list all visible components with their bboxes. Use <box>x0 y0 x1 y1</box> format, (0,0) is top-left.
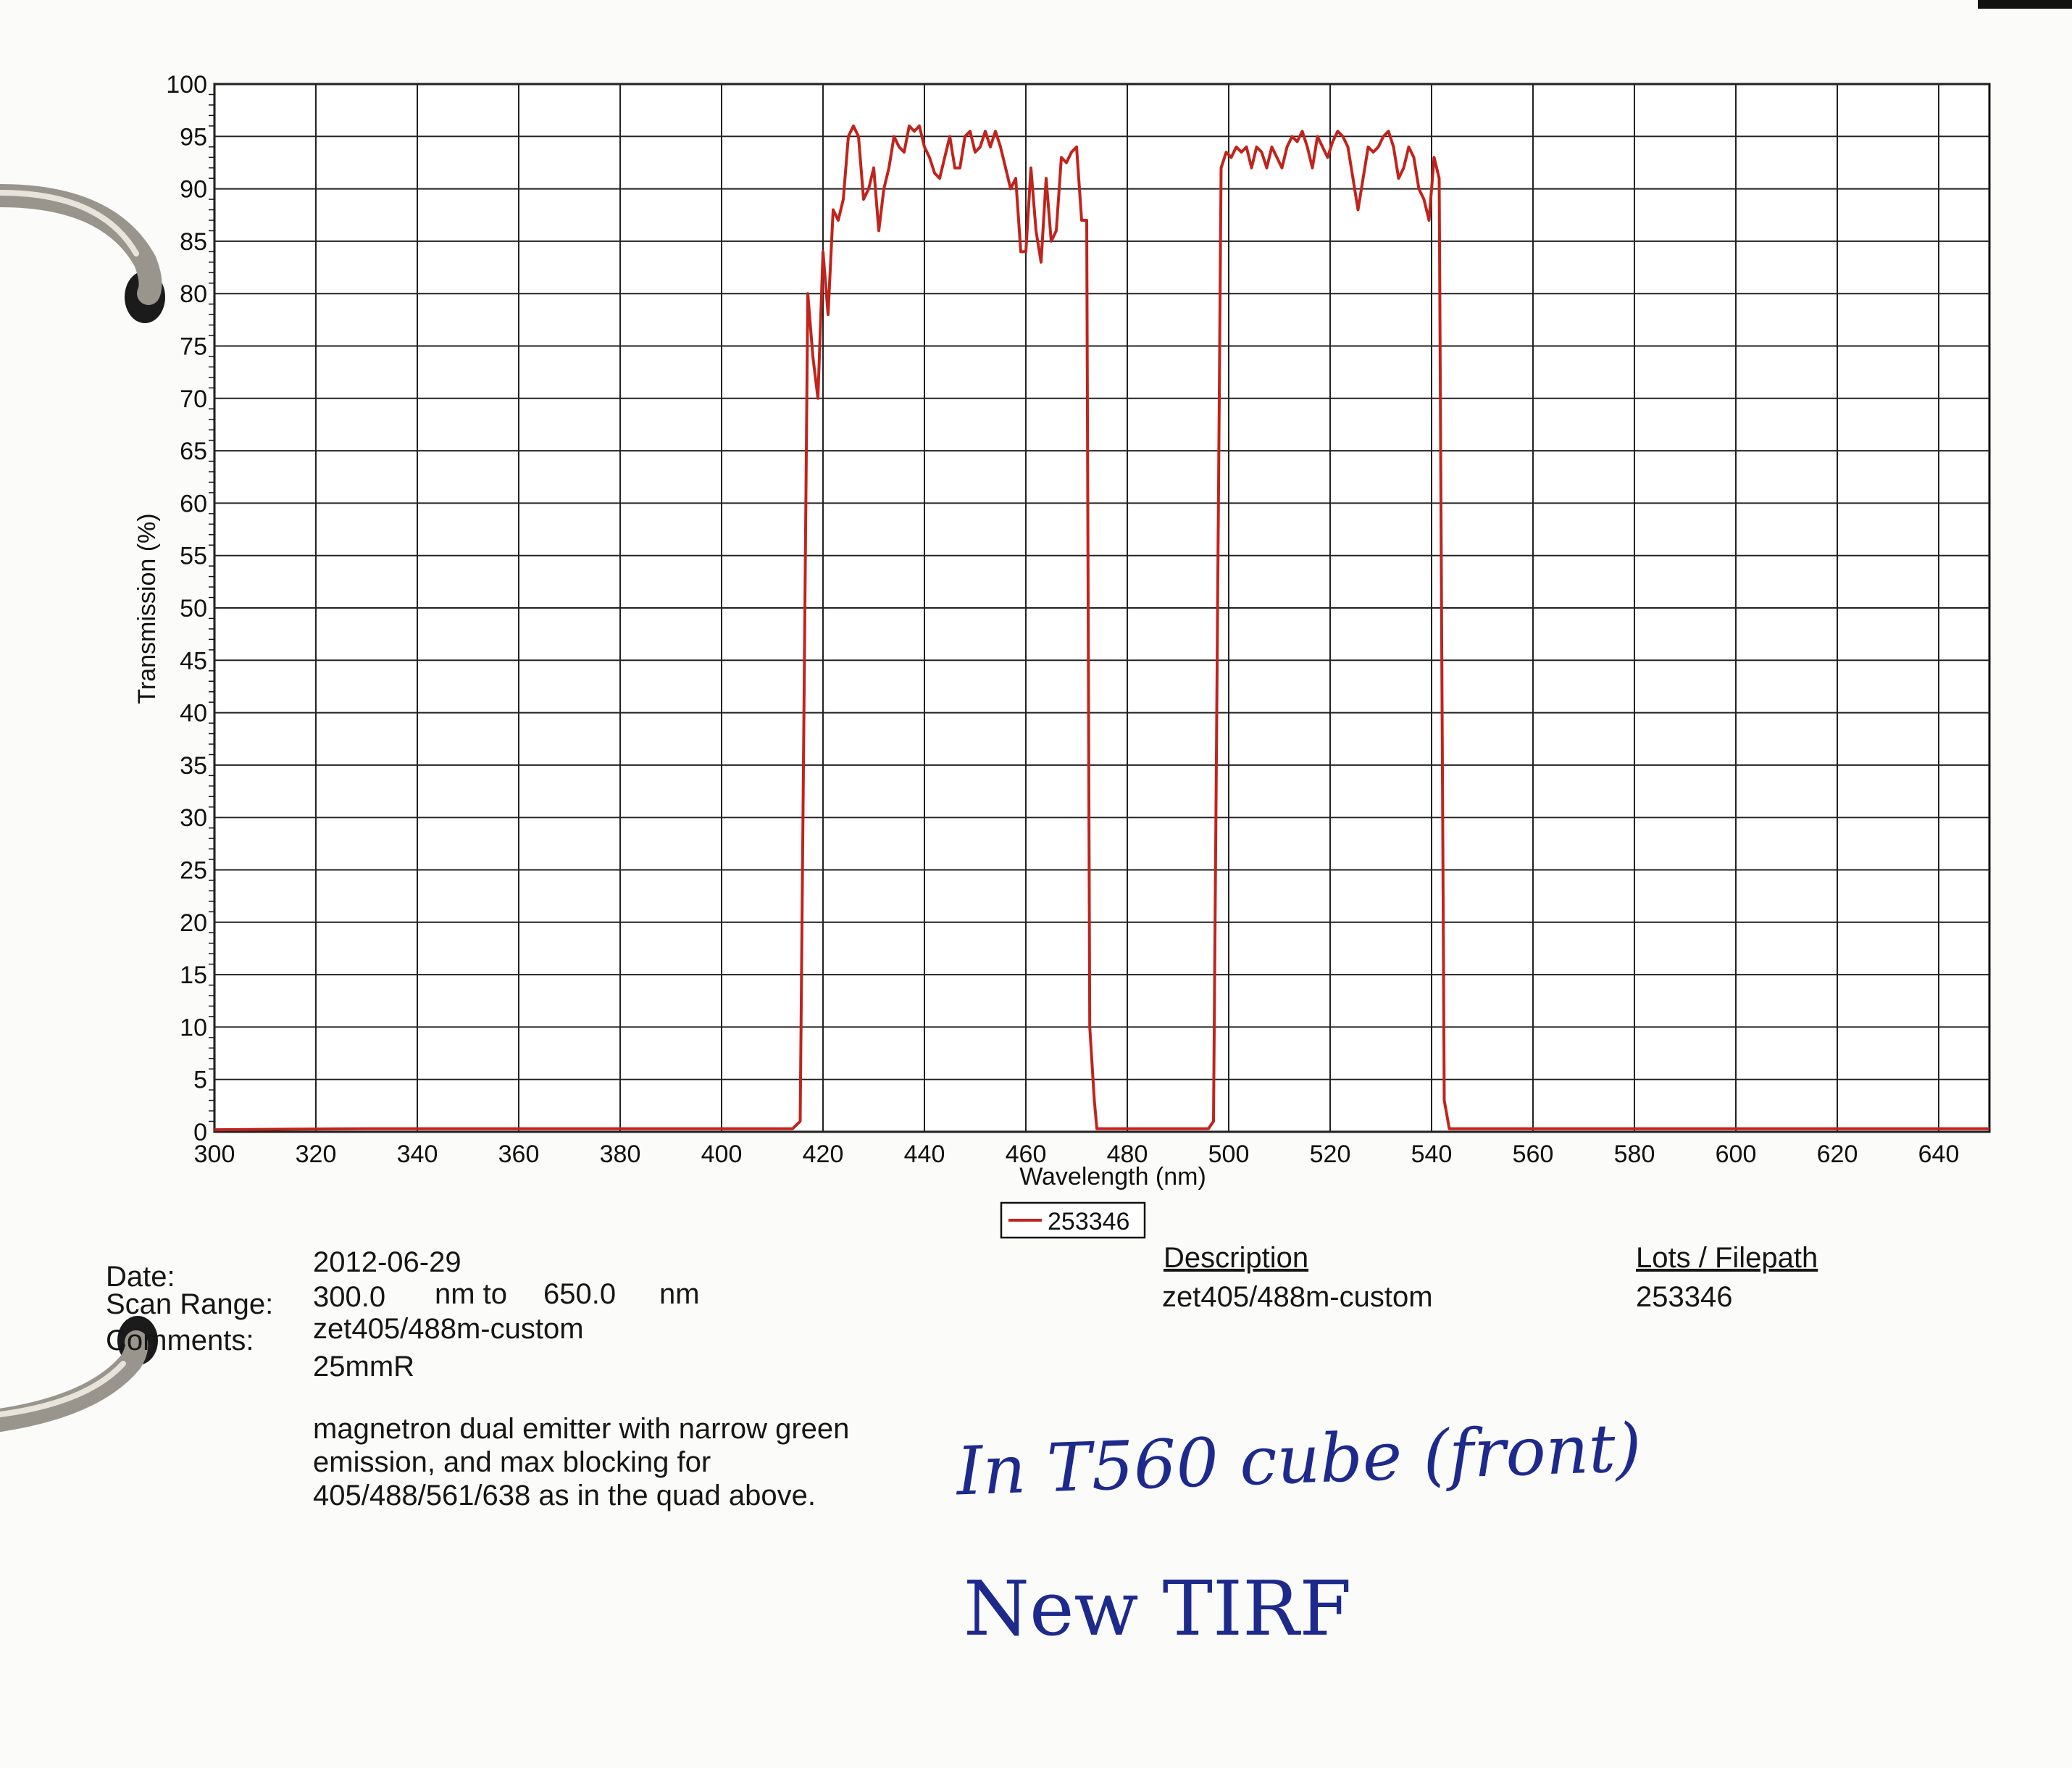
description-value: zet405/488m-custom <box>1162 1281 1433 1313</box>
legend-label: 253346 <box>1048 1208 1129 1235</box>
y-tick-label: 80 <box>180 280 207 308</box>
scan-range-mid: nm to <box>435 1278 508 1310</box>
x-tick-label: 560 <box>1513 1141 1554 1168</box>
legend: 253346 <box>1000 1201 1146 1239</box>
y-tick-label: 75 <box>180 333 207 361</box>
handwritten-note-2: New TIRF <box>964 1564 1352 1653</box>
scan-range-start: 300.0 <box>313 1281 386 1313</box>
x-tick-label: 580 <box>1614 1141 1655 1168</box>
x-tick-label: 640 <box>1918 1141 1960 1168</box>
ring-metal-bottom <box>0 1330 149 1432</box>
x-tick-label: 300 <box>194 1141 235 1168</box>
x-axis-label: Wavelength (nm) <box>1019 1163 1206 1191</box>
x-tick-label: 420 <box>803 1141 844 1168</box>
y-tick-label: 40 <box>180 700 207 727</box>
y-tick-label: 35 <box>180 752 207 780</box>
y-tick-label: 65 <box>180 438 207 465</box>
x-tick-label: 460 <box>1006 1141 1047 1168</box>
x-tick-label: 360 <box>498 1141 540 1168</box>
y-tick-label: 85 <box>180 228 207 256</box>
comments-note-2: emission, and max blocking for <box>313 1446 711 1478</box>
ring-shine-top <box>0 190 139 257</box>
y-tick-label: 0 <box>193 1119 207 1146</box>
lots-value: 253346 <box>1636 1281 1733 1313</box>
comments-line2: 25mmR <box>313 1351 415 1383</box>
comments-note-1: magnetron dual emitter with narrow green <box>313 1413 850 1445</box>
description-header: Description <box>1164 1242 1309 1274</box>
x-tick-label: 440 <box>904 1141 945 1168</box>
scan-range-end: 650.0 <box>543 1278 617 1310</box>
comments-line1: zet405/488m-custom <box>313 1313 584 1345</box>
binder-ring-bottom <box>0 1316 158 1432</box>
x-tick-label: 520 <box>1310 1141 1351 1168</box>
y-tick-label: 95 <box>180 123 207 151</box>
x-tick-label: 600 <box>1716 1141 1757 1168</box>
y-tick-label: 30 <box>180 804 207 832</box>
y-axis-label: Transmission (%) <box>133 513 161 704</box>
y-tick-label: 50 <box>180 595 207 622</box>
x-tick-label: 400 <box>701 1141 743 1168</box>
y-tick-label: 5 <box>193 1067 207 1094</box>
binder-ring-top <box>0 184 165 323</box>
lots-header: Lots / Filepath <box>1636 1242 1818 1274</box>
y-tick-label: 60 <box>180 490 207 517</box>
y-tick-label: 10 <box>180 1014 207 1041</box>
comments-label: Comments: <box>106 1325 254 1356</box>
y-tick-label: 15 <box>180 962 207 989</box>
scan-range-unit: nm <box>659 1278 700 1310</box>
date-value: 2012-06-29 <box>313 1246 461 1278</box>
x-tick-label: 380 <box>600 1141 641 1168</box>
series-line-253346 <box>214 124 1989 1132</box>
y-tick-label: 55 <box>180 543 207 570</box>
y-tick-label: 70 <box>180 385 207 413</box>
ring-shine-bottom <box>0 1361 126 1417</box>
x-tick-label: 540 <box>1411 1141 1453 1168</box>
x-tick-label: 320 <box>296 1141 337 1168</box>
date-label: Date: <box>106 1261 175 1293</box>
y-tick-label: 45 <box>180 647 207 675</box>
y-tick-label: 90 <box>180 176 207 204</box>
x-tick-label: 480 <box>1107 1141 1148 1168</box>
clip-corner <box>1978 0 2072 9</box>
tick-labels: 0 5 10 15 20 25 30 35 40 45 50 55 60 65 70 75 80 85 90 95 10… <box>166 71 1959 1168</box>
series-layer <box>214 124 1989 1132</box>
y-tick-label: 25 <box>180 857 207 885</box>
y-tick-label: 100 <box>166 71 207 99</box>
scan-range-label: Scan Range: <box>106 1288 274 1320</box>
chart-grid <box>209 83 1991 1133</box>
x-tick-label: 500 <box>1208 1141 1250 1168</box>
x-tick-label: 620 <box>1817 1141 1858 1168</box>
comments-note-3: 405/488/561/638 as in the quad above. <box>313 1480 816 1511</box>
y-tick-label: 20 <box>180 909 207 937</box>
x-tick-label: 340 <box>397 1141 438 1168</box>
